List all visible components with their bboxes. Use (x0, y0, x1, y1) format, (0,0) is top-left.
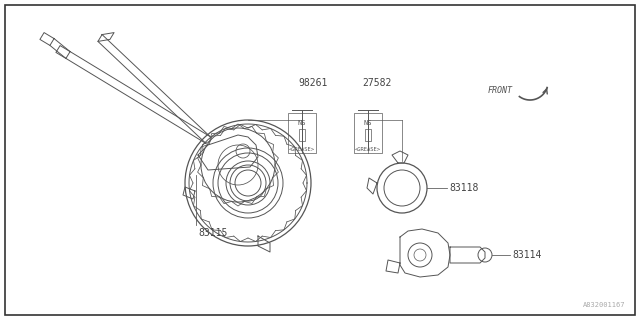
Text: 27582: 27582 (362, 78, 392, 88)
Text: 83115: 83115 (198, 228, 227, 238)
Text: <GREASE>: <GREASE> (289, 147, 315, 151)
Bar (299, 129, 305, 141)
Bar (365, 129, 371, 141)
Text: FRONT: FRONT (488, 85, 513, 94)
Bar (288, 113, 316, 153)
Bar (354, 113, 382, 153)
Text: NS: NS (298, 120, 307, 126)
Text: NS: NS (364, 120, 372, 126)
Text: 83118: 83118 (449, 183, 478, 193)
Text: 98261: 98261 (298, 78, 328, 88)
Text: 83114: 83114 (512, 250, 541, 260)
Text: A832001167: A832001167 (582, 302, 625, 308)
Text: <GREASE>: <GREASE> (355, 147, 381, 151)
